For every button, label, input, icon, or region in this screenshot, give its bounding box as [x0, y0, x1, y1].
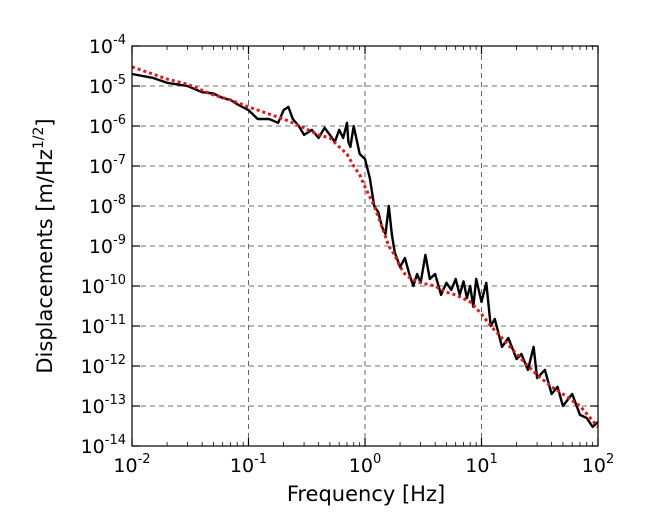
axis-ticks: [131, 45, 599, 447]
x-tick-label: 101: [465, 452, 497, 477]
y-tick-label: 10-8: [89, 193, 126, 218]
x-tick-label: 100: [349, 452, 381, 477]
y-tick-base: 10: [81, 276, 105, 298]
y-tick-exponent: -6: [113, 113, 126, 128]
x-tick-base: 10: [230, 455, 254, 477]
x-tick-exponent: 2: [606, 452, 614, 467]
y-tick-base: 10: [89, 36, 113, 58]
y-tick-base: 10: [89, 116, 113, 138]
y-tick-exponent: -11: [105, 313, 126, 328]
y-tick-label: 10-12: [81, 353, 126, 378]
y-axis-label-close: ]: [33, 118, 57, 126]
y-tick-base: 10: [81, 316, 105, 338]
y-tick-label: 10-13: [81, 393, 126, 418]
grid-lines: [132, 46, 598, 446]
y-tick-base: 10: [89, 76, 113, 98]
y-tick-exponent: -14: [105, 433, 126, 448]
y-tick-base: 10: [81, 396, 105, 418]
y-tick-label: 10-7: [89, 153, 126, 178]
series-layer: [131, 65, 600, 429]
y-tick-label: 10-9: [89, 233, 126, 258]
x-tick-label: 10-2: [113, 452, 150, 477]
y-tick-labels: 10-1410-1310-1210-1110-1010-910-810-710-…: [81, 33, 126, 458]
y-tick-label: 10-5: [89, 73, 126, 98]
y-tick-label: 10-14: [81, 433, 126, 458]
y-tick-base: 10: [89, 196, 113, 218]
x-tick-label: 10-1: [230, 452, 267, 477]
y-axis-label: Displacements [m/Hz1/2]: [31, 118, 57, 373]
y-tick-base: 10: [89, 236, 113, 258]
y-tick-exponent: -10: [105, 273, 126, 288]
y-tick-label: 10-4: [89, 33, 126, 58]
x-tick-base: 10: [349, 455, 373, 477]
y-tick-label: 10-11: [81, 313, 126, 338]
y-axis-label-exponent: 1/2: [31, 127, 47, 150]
y-tick-exponent: -9: [113, 233, 126, 248]
y-tick-exponent: -13: [105, 393, 126, 408]
x-tick-exponent: 1: [489, 452, 497, 467]
y-tick-base: 10: [81, 356, 105, 378]
y-tick-exponent: -8: [113, 193, 126, 208]
y-tick-label: 10-10: [81, 273, 126, 298]
x-tick-exponent: 0: [373, 452, 381, 467]
y-tick-exponent: -12: [105, 353, 126, 368]
y-tick-exponent: -5: [113, 73, 126, 88]
x-tick-exponent: -1: [254, 452, 267, 467]
fit-dotted-series-line: [131, 65, 600, 428]
y-tick-exponent: -7: [113, 153, 126, 168]
x-tick-base: 10: [582, 455, 606, 477]
x-tick-labels: 10-2 10-1 100 101 102: [113, 452, 614, 477]
y-axis-label-main: Displacements [m/Hz: [33, 149, 57, 374]
y-tick-label: 10-6: [89, 113, 126, 138]
measured-solid-series-line: [131, 72, 599, 429]
x-tick-base: 10: [465, 455, 489, 477]
x-tick-exponent: -2: [138, 452, 151, 467]
y-tick-base: 10: [89, 156, 113, 178]
x-tick-base: 10: [113, 455, 137, 477]
x-tick-label: 102: [582, 452, 614, 477]
x-axis-label: Frequency [Hz]: [287, 482, 445, 506]
y-tick-exponent: -4: [113, 33, 126, 48]
y-tick-base: 10: [81, 436, 105, 458]
